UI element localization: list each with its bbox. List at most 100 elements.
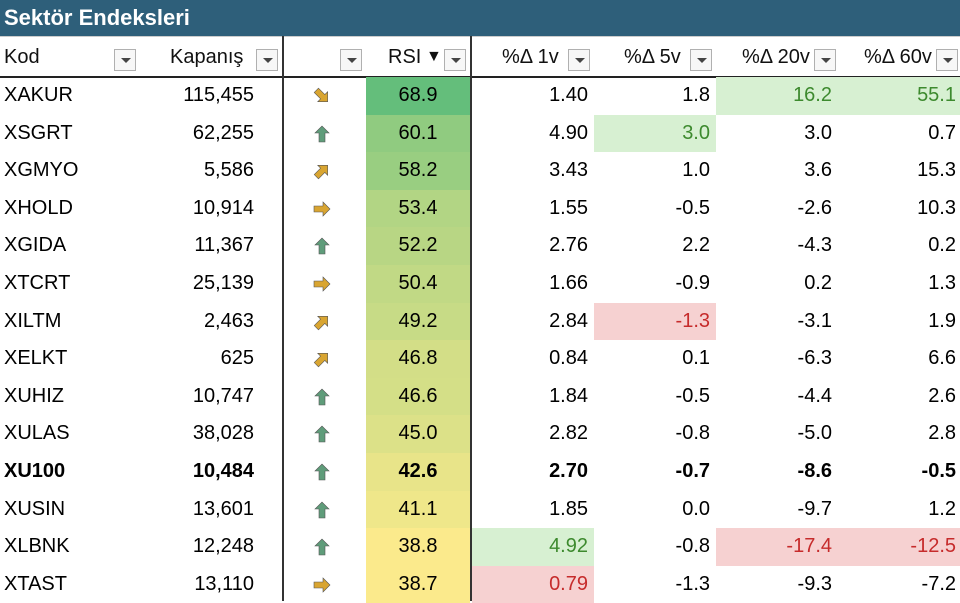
header-kapanis-label: Kapanış [170,46,244,68]
cell-kod: XTCRT [4,272,71,294]
highlight-cell [838,528,960,566]
cell-d1: 0.84 [549,347,588,370]
highlight-cell [594,114,716,153]
header-d60: %Δ 60v [838,37,960,76]
cell-d5: 0.1 [682,347,710,370]
cell-kod: XGIDA [4,234,67,257]
filter-dropdown-d1-icon[interactable] [568,49,590,71]
table-row: XULAS 38,028 45.0 2.82 -0.8 -5.0 2.8 [0,415,960,453]
filter-dropdown-trend-icon[interactable] [340,49,362,71]
cell-rsi: 38.7 [398,572,438,595]
cell-kapanis: 5,586 [203,159,254,182]
cell-kapanis: 115,455 [183,84,254,106]
cell-kapanis: 10,747 [192,384,254,407]
cell-kapanis: 2,463 [203,309,254,332]
cell-kod: XLBNK [4,535,70,558]
filter-dropdown-d60-icon[interactable] [936,49,958,71]
cell-kapanis: 25,139 [192,272,254,294]
cell-d20: -17.4 [786,535,832,558]
header-d5: %Δ 5v [594,37,716,76]
cell-kod: XUHIZ [4,384,64,407]
table-row: XLBNK 12,248 38.8 4.92 -0.8 -17.4 -12.5 [0,528,960,566]
cell-kapanis: 13,110 [194,572,254,595]
column-divider [282,36,284,601]
highlight-cell [838,77,960,115]
cell-d1: 4.92 [549,535,588,558]
cell-kod: XAKUR [4,84,73,106]
cell-rsi: 68.9 [398,84,438,106]
cell-d20: -8.6 [797,460,832,482]
header-rsi-label: RSI [388,46,422,68]
cell-d5: -0.7 [675,460,710,482]
filter-dropdown-d5-icon[interactable] [690,49,712,71]
cell-d1: 1.40 [549,84,588,106]
rsi-heat-cell [366,565,470,603]
cell-kapanis: 13,601 [192,497,254,520]
table-row: XTAST 13,110 38.7 0.79 -1.3 -9.3 -7.2 [0,565,960,603]
cell-kapanis: 62,255 [192,121,254,144]
cell-rsi: 38.8 [398,535,438,558]
cell-d1: 2.84 [549,309,588,332]
cell-d1: 3.43 [549,159,588,182]
column-divider [470,36,472,601]
cell-d5: -1.3 [675,572,710,595]
cell-kod: XULAS [4,422,70,445]
cell-d20: -4.4 [797,384,832,407]
highlight-cell [716,77,838,115]
rsi-heat-cell [366,189,470,228]
cell-rsi: 41.1 [398,497,438,520]
rsi-heat-cell [366,377,470,416]
table-row: XAKUR 115,455 68.9 1.40 1.8 16.2 55.1 [0,77,960,115]
cell-rsi: 52.2 [398,234,438,257]
header-d5-label: %Δ 5v [624,46,681,68]
table-row: XGMYO 5,586 58.2 3.43 1.0 3.6 15.3 [0,152,960,190]
header-d60-label: %Δ 60v [864,46,932,68]
filter-dropdown-kapanis-icon[interactable] [256,49,278,71]
cell-kod: XHOLD [4,196,73,219]
table-row: XUHIZ 10,747 46.6 1.84 -0.5 -4.4 2.6 [0,377,960,416]
cell-d60: 0.7 [928,121,956,144]
cell-kapanis: 10,484 [192,460,254,482]
header-d20: %Δ 20v [716,37,838,76]
cell-d1: 0.79 [549,572,588,595]
rsi-heat-cell [366,152,470,190]
cell-d20: -5.0 [797,422,832,445]
cell-d20: 3.6 [804,159,832,182]
cell-kapanis: 625 [220,347,254,370]
cell-kapanis: 11,367 [194,234,254,257]
rsi-heat-cell [366,453,470,491]
cell-d20: -2.6 [797,196,832,219]
header-kod-label: Kod [4,46,40,68]
cell-kod: XTAST [4,572,67,595]
filter-dropdown-d20-icon[interactable] [814,49,836,71]
cell-d60: -0.5 [921,460,956,482]
filter-dropdown-rsi-icon[interactable] [444,49,466,71]
header-d20-label: %Δ 20v [742,46,810,68]
rsi-heat-cell [366,302,470,341]
highlight-cell [472,528,594,566]
cell-d5: -0.8 [675,422,710,445]
header-d1-label: %Δ 1v [502,46,559,68]
cell-d60: 1.2 [928,497,956,520]
cell-d1: 2.76 [549,234,588,257]
header-kod: Kod [0,37,140,76]
cell-kod: XUSIN [4,497,66,520]
header-d1: %Δ 1v [472,37,594,76]
header-kapanis: Kapanış [140,37,282,76]
rsi-heat-cell [366,415,470,453]
header-rsi: RSI ▼ [366,37,470,76]
cell-rsi: 46.8 [398,347,438,370]
table-row: XILTM 2,463 49.2 2.84 -1.3 -3.1 1.9 [0,302,960,341]
cell-rsi: 46.6 [398,384,438,407]
cell-d5: -0.9 [675,272,710,294]
cell-d5: -1.3 [675,309,710,332]
cell-rsi: 49.2 [398,309,438,332]
table-row: XHOLD 10,914 53.4 1.55 -0.5 -2.6 10.3 [0,189,960,228]
header-row: Kod Kapanış RSI ▼ %Δ 1v %Δ 5v %Δ 20v %Δ … [0,36,960,78]
cell-rsi: 50.4 [398,272,438,294]
cell-d1: 1.55 [549,196,588,219]
cell-d5: 1.8 [682,84,710,106]
sheet-title: Sektör Endeksleri [4,5,190,30]
filter-dropdown-kod-icon[interactable] [114,49,136,71]
cell-d1: 1.66 [549,272,588,294]
